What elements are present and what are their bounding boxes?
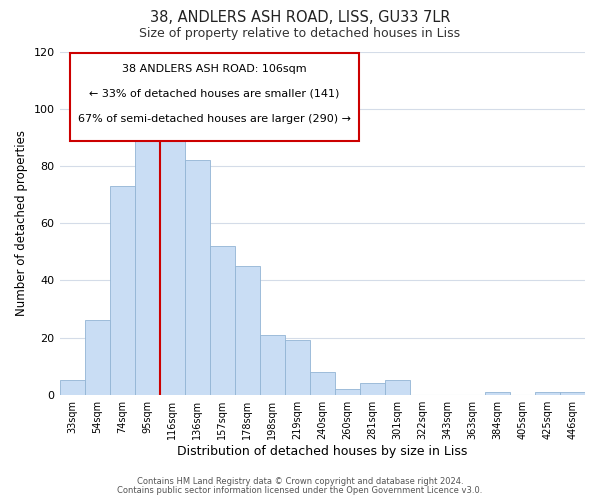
Bar <box>310 372 335 394</box>
Bar <box>485 392 510 394</box>
Text: ← 33% of detached houses are smaller (141): ← 33% of detached houses are smaller (14… <box>89 88 340 99</box>
Bar <box>335 389 360 394</box>
Bar <box>285 340 310 394</box>
Bar <box>260 334 285 394</box>
Bar <box>209 246 235 394</box>
X-axis label: Distribution of detached houses by size in Liss: Distribution of detached houses by size … <box>177 444 467 458</box>
Bar <box>385 380 410 394</box>
Text: 67% of semi-detached houses are larger (290) →: 67% of semi-detached houses are larger (… <box>78 114 351 124</box>
Bar <box>535 392 560 394</box>
Bar <box>110 186 134 394</box>
Bar <box>134 138 160 394</box>
Text: Contains HM Land Registry data © Crown copyright and database right 2024.: Contains HM Land Registry data © Crown c… <box>137 477 463 486</box>
Bar <box>560 392 585 394</box>
Text: 38 ANDLERS ASH ROAD: 106sqm: 38 ANDLERS ASH ROAD: 106sqm <box>122 64 307 74</box>
Bar <box>360 384 385 394</box>
Text: Size of property relative to detached houses in Liss: Size of property relative to detached ho… <box>139 28 461 40</box>
Bar <box>235 266 260 394</box>
Bar <box>85 320 110 394</box>
Bar <box>59 380 85 394</box>
Text: Contains public sector information licensed under the Open Government Licence v3: Contains public sector information licen… <box>118 486 482 495</box>
Bar <box>185 160 209 394</box>
Y-axis label: Number of detached properties: Number of detached properties <box>15 130 28 316</box>
Text: 38, ANDLERS ASH ROAD, LISS, GU33 7LR: 38, ANDLERS ASH ROAD, LISS, GU33 7LR <box>150 10 450 25</box>
FancyBboxPatch shape <box>70 53 359 141</box>
Bar <box>160 138 185 394</box>
